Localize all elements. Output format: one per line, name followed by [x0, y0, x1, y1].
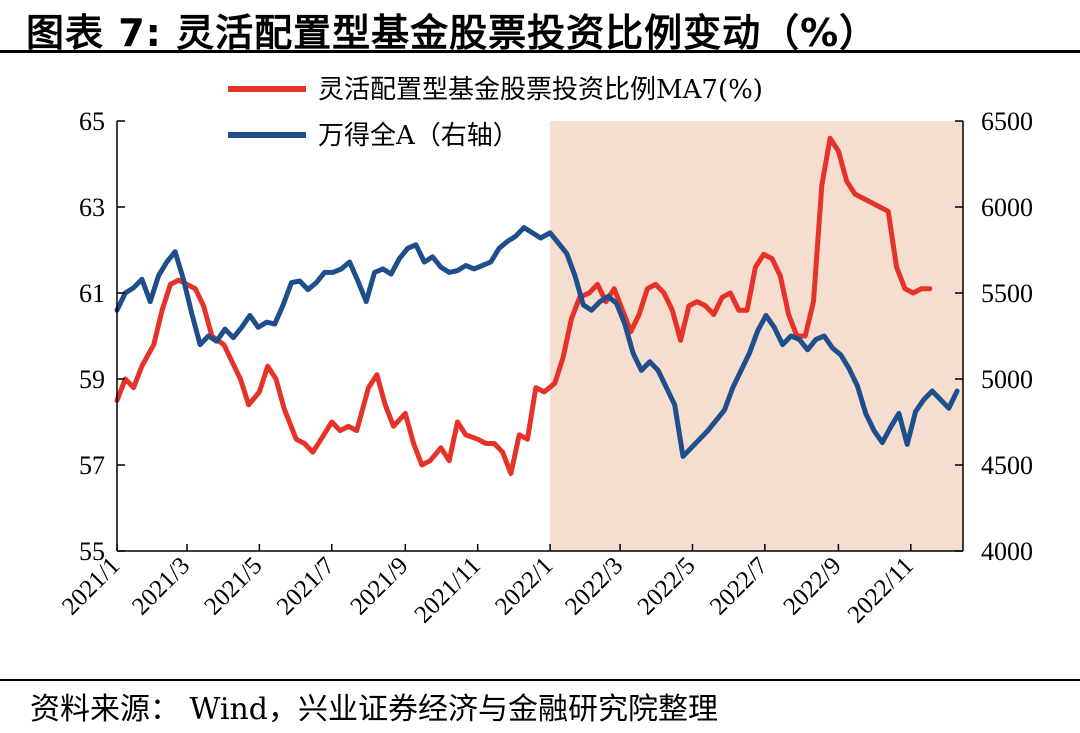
chart-svg: 55 57 59 61 63 65 4000 4500 5000 5500 6000 6500 2021…: [57, 75, 1033, 629]
source-rule: [0, 679, 1080, 681]
left-tick-label: 59: [79, 365, 105, 394]
legend-label-index: 万得全A（右轴）: [318, 121, 519, 151]
x-tick-label: 2021/11: [410, 552, 486, 628]
x-tick-label: 2021/9: [345, 552, 413, 620]
title-rule: [0, 50, 1080, 53]
left-tick-label: 55: [79, 537, 105, 566]
series-line-fund-equity-ratio: [114, 135, 933, 477]
series-line-wind-all-a: [114, 225, 960, 459]
legend-label-ratio: 灵活配置型基金股票投资比例MA7(%): [318, 75, 763, 105]
right-tick-label: 4000: [981, 537, 1033, 566]
right-tick-label: 5500: [981, 279, 1033, 308]
right-tick-label: 4500: [981, 451, 1033, 480]
x-tick-label: 2021/5: [199, 552, 267, 620]
right-tick-label: 6000: [981, 193, 1033, 222]
left-tick-label: 57: [79, 451, 105, 480]
x-tick-label: 2022/7: [705, 552, 773, 620]
x-tick-label: 2022/3: [560, 552, 628, 620]
source-note: 资料来源： Wind，兴业证券经济与金融研究院整理: [30, 692, 718, 727]
x-tick-label: 2021/3: [127, 552, 195, 620]
x-tick-label: 2022/1: [490, 552, 558, 620]
x-tick-label: 2022/9: [778, 552, 846, 620]
legend: 灵活配置型基金股票投资比例MA7(%) 万得全A（右轴）: [228, 75, 763, 151]
x-tick-label: 2021/7: [272, 552, 340, 620]
x-tick-label: 2022/5: [633, 552, 701, 620]
left-tick-label: 63: [79, 193, 105, 222]
left-tick-label: 61: [79, 279, 105, 308]
left-tick-label: 65: [79, 107, 105, 136]
right-tick-label: 6500: [981, 107, 1033, 136]
x-tick-label: 2022/11: [843, 552, 919, 628]
right-tick-label: 5000: [981, 365, 1033, 394]
chart-title: 图表 7: 灵活配置型基金股票投资比例变动（%）: [26, 11, 879, 55]
